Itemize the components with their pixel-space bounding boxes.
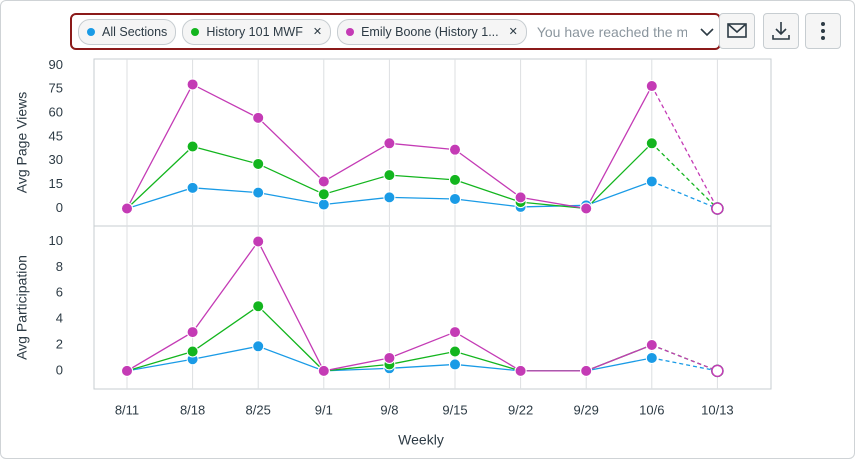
chip-dot [346,27,355,36]
data-point [121,364,133,377]
y-tick-label: 75 [49,81,63,96]
y-tick-label: 15 [49,176,63,191]
data-point [252,157,265,170]
download-button[interactable] [763,13,799,49]
plot-border [93,58,772,390]
projected-line [651,357,718,372]
filter-chip[interactable]: Emily Boone (History 1... ✕ [337,18,527,45]
more-icon [821,22,825,40]
data-point [383,191,396,204]
data-point [449,192,461,205]
x-tick-label: 9/8 [380,402,398,417]
data-point [645,339,658,352]
chip-dot [191,27,200,36]
chip-remove[interactable]: ✕ [312,26,323,38]
data-point [186,140,199,153]
y-tick-label: 10 [49,233,63,248]
data-point [317,188,330,201]
y-axis-label: Avg Participation [14,255,30,360]
data-point [186,181,199,194]
x-tick-label: 10/6 [639,402,664,417]
data-point [580,364,593,377]
x-tick-label: 10/13 [701,402,734,417]
data-point [383,351,396,364]
projected-line [651,85,718,209]
data-point [252,186,265,199]
download-icon [772,22,790,40]
data-point [252,340,265,353]
y-tick-label: 60 [49,105,63,120]
section-filter[interactable]: All Sections History 101 MWF ✕ Emily Boone … [70,13,721,50]
chip-remove[interactable]: ✕ [508,26,518,38]
data-point [514,191,527,204]
filter-chip[interactable]: History 101 MWF ✕ [182,18,332,45]
data-point [449,326,461,339]
projected-line [651,344,718,372]
data-point [580,202,593,215]
y-axis-label: Avg Page Views [14,92,30,193]
data-point [317,175,330,188]
data-point [645,175,658,188]
y-tick-label: 4 [56,311,63,326]
chip-label: All Sections [102,24,168,39]
filter-chip[interactable]: All Sections [78,18,177,45]
data-point [383,169,396,182]
filter-placeholder: You have reached the ma [536,23,687,40]
y-tick-label: 8 [56,259,63,274]
chip-label: History 101 MWF [206,24,303,39]
data-point [186,345,199,358]
more-button[interactable] [805,13,841,49]
data-point [449,358,461,371]
data-point [317,364,330,377]
x-tick-label: 8/18 [180,402,205,417]
data-point [645,137,658,150]
x-tick-label: 8/11 [115,402,139,417]
message-button[interactable] [719,13,755,49]
projected-point [711,364,724,378]
y-tick-label: 2 [56,336,63,351]
x-tick-label: 9/29 [574,402,599,417]
x-tick-label: 8/25 [246,402,271,417]
data-point [514,364,527,377]
x-tick-label: 9/22 [508,402,533,417]
chip-dot [87,27,95,36]
data-point [186,326,199,339]
x-tick-label: 9/15 [442,402,467,417]
data-point [252,300,265,313]
chip-label: Emily Boone (History 1... [361,24,499,39]
projected-point [711,202,724,215]
y-tick-label: 0 [56,362,63,377]
y-tick-label: 0 [56,200,63,215]
data-point [449,345,461,358]
projected-line [651,142,718,209]
data-point [449,143,461,156]
data-point [186,78,199,91]
data-point [645,351,658,364]
y-tick-label: 6 [56,285,63,300]
data-point [383,137,396,150]
data-point [121,202,133,215]
projected-line [651,180,718,210]
y-tick-label: 45 [49,128,63,143]
data-point [449,173,461,186]
mail-icon [727,23,747,38]
x-tick-label: 9/1 [315,402,333,417]
data-point [252,111,265,124]
y-tick-label: 90 [49,57,63,72]
dropdown-icon[interactable] [697,22,717,42]
x-axis-label: Weekly [398,432,444,448]
data-point [645,80,658,93]
data-point [317,198,330,211]
y-tick-label: 30 [49,152,63,167]
data-point [252,235,265,248]
